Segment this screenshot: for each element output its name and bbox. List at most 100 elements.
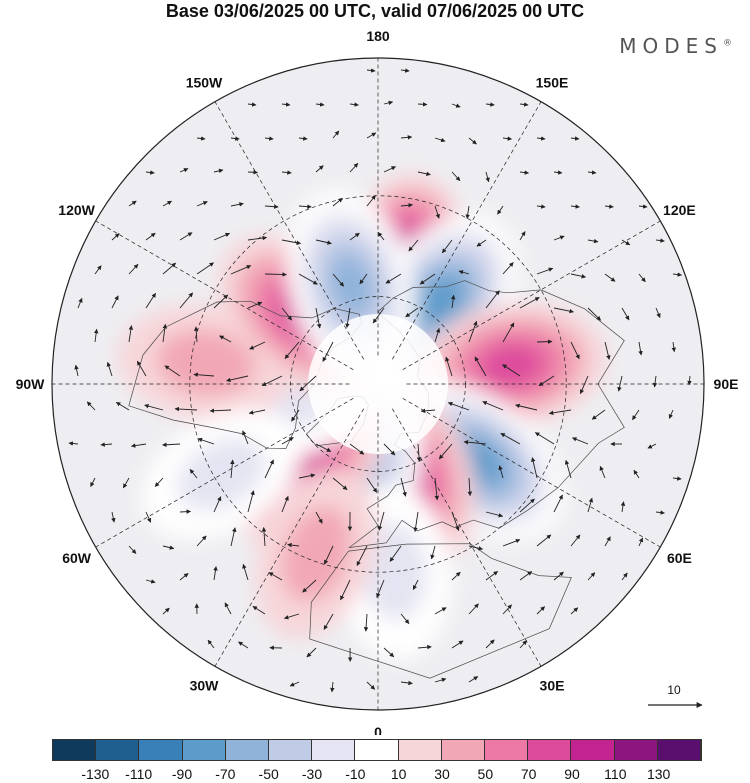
wind-vector: [383, 166, 397, 173]
wind-vector: [340, 579, 351, 601]
wind-vector: [356, 545, 368, 567]
wind-vector: [502, 604, 512, 615]
wind-vector: [281, 307, 293, 321]
wind-vector: [417, 102, 428, 107]
wind-vector: [485, 571, 499, 581]
wind-vector: [252, 605, 266, 615]
wind-vector: [247, 235, 268, 241]
longitude-label: 150E: [536, 75, 569, 91]
colorbar-tick-label: 10: [390, 766, 407, 782]
wind-vector: [226, 375, 249, 383]
wind-vector: [389, 545, 402, 562]
wind-vector: [536, 267, 554, 275]
wind-vector: [68, 441, 79, 446]
wind-vector: [111, 295, 119, 309]
wind-vector: [515, 403, 538, 411]
wind-vector: [299, 375, 317, 392]
wind-vector: [500, 432, 521, 445]
colorbar-ticks: -130 -110 -90 -70 -50 -30 -10 10 30 50 70 90 110 130: [52, 766, 702, 782]
wind-vector: [332, 130, 340, 139]
wind-vector: [485, 102, 495, 107]
wind-vector: [128, 325, 134, 343]
anomaly-center: [329, 253, 374, 316]
anomaly-center: [176, 437, 267, 511]
wind-vector: [458, 270, 470, 275]
wind-vector: [548, 409, 572, 415]
wind-vector: [332, 477, 348, 491]
wind-vector: [366, 195, 376, 207]
wind-vector: [261, 375, 283, 387]
wind-vector: [647, 443, 657, 449]
wind-vector: [281, 170, 292, 175]
wind-vector: [570, 273, 587, 279]
wind-vector: [377, 511, 385, 531]
wind-vector: [434, 137, 446, 143]
wind-vector: [621, 239, 631, 246]
wind-vector: [162, 607, 170, 615]
wind-vector: [315, 165, 324, 173]
wind-vector: [564, 459, 572, 479]
wind-vector: [196, 535, 207, 547]
wind-vector: [332, 197, 343, 207]
wind-vector: [179, 292, 194, 309]
colorbar-swatch: [398, 740, 442, 760]
wind-vector: [672, 476, 682, 481]
wind-vector: [417, 171, 431, 177]
wind-vector: [434, 205, 440, 219]
wind-vector: [434, 677, 447, 683]
wind-vector: [419, 273, 436, 285]
wind-vector: [144, 403, 164, 411]
wind-vector: [451, 171, 461, 182]
colorbar-swatch: [139, 740, 183, 760]
wind-vector: [74, 364, 79, 377]
wind-vector: [283, 613, 300, 620]
anomaly-center: [281, 506, 351, 602]
wind-vector: [617, 375, 623, 392]
wind-vector: [248, 409, 266, 415]
wind-vector: [519, 231, 526, 241]
colorbar-tick-label: -110: [125, 766, 153, 782]
wind-vector: [247, 301, 263, 309]
wind-vector: [94, 265, 102, 275]
wind-vector: [571, 437, 589, 445]
wind-vector: [502, 136, 513, 141]
wind-vector: [474, 356, 487, 377]
colorbar-swatch: [53, 740, 97, 760]
longitude-label: 180: [366, 28, 390, 44]
wind-vector: [498, 465, 504, 479]
wind-vector: [213, 566, 218, 581]
wind-vector: [420, 408, 436, 414]
wind-vector: [519, 297, 540, 309]
wind-vector: [434, 607, 447, 615]
wind-vector: [247, 170, 258, 175]
reference-vector: 10: [648, 683, 703, 708]
brand-logo: MODES®: [619, 34, 732, 58]
meridian-line: [95, 397, 354, 548]
wind-vector: [189, 469, 198, 479]
wind-vector: [430, 545, 436, 560]
wind-vector-layer: [68, 68, 692, 693]
wind-vector: [570, 607, 579, 615]
wind-vector: [485, 639, 495, 649]
wind-vector: [413, 511, 419, 533]
wind-vector: [468, 137, 477, 145]
colorbar-tick-label: -10: [345, 766, 366, 782]
meridian-line: [391, 101, 542, 360]
wind-vector: [655, 238, 665, 243]
wind-vector: [238, 641, 249, 649]
wind-vector: [264, 272, 287, 277]
colorbar-swatch: [355, 740, 399, 760]
longitude-label: 60E: [667, 550, 692, 566]
polar-map[interactable]: 180 150E 120E 90E 60E 30E 0 30W 60W 90W 120W 150W: [0, 0, 750, 735]
wind-vector: [553, 494, 563, 513]
wind-vector: [315, 102, 325, 107]
colorbar: [52, 739, 702, 761]
wind-vector: [298, 473, 316, 479]
wind-vector: [145, 511, 152, 523]
wind-vector: [553, 170, 563, 175]
wind-vector: [249, 341, 266, 350]
wind-vector: [434, 327, 441, 343]
wind-vector: [652, 375, 658, 388]
wind-vector: [621, 307, 630, 321]
wind-vector: [207, 639, 215, 649]
